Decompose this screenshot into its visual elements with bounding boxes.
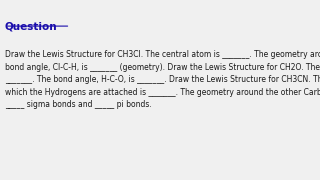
Text: Question: Question <box>5 22 57 32</box>
Text: Draw the Lewis Structure for CH3Cl. The central atom is _______. The geometry ar: Draw the Lewis Structure for CH3Cl. The … <box>5 50 320 109</box>
